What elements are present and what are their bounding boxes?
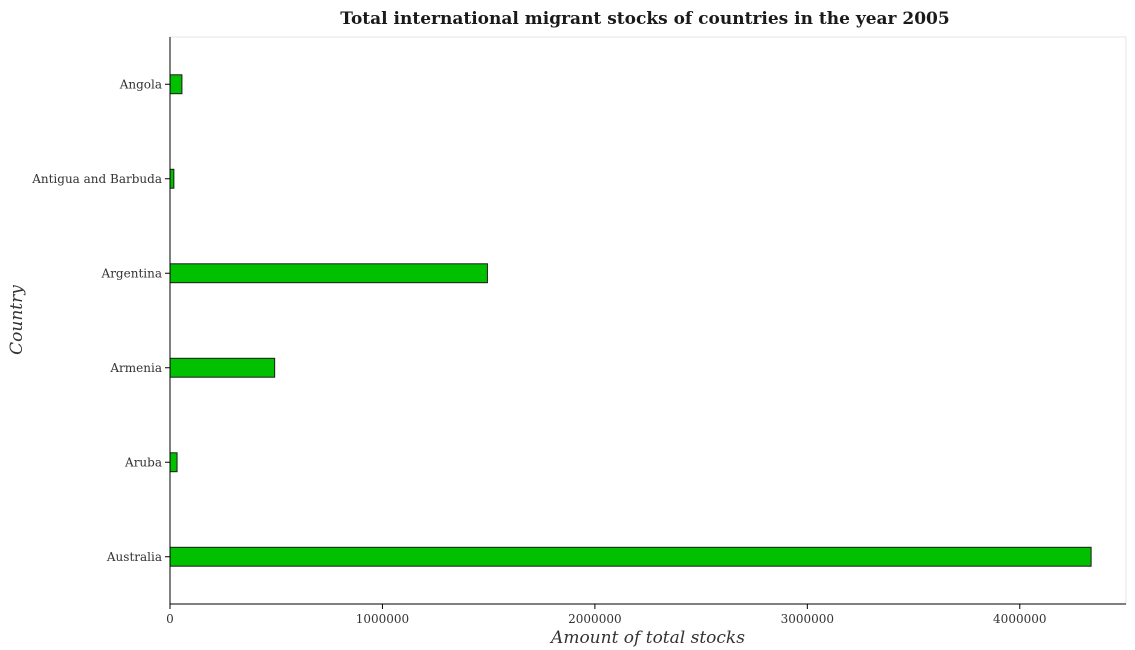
plot-frame <box>169 36 1127 605</box>
bar-armenia <box>169 357 276 378</box>
y-tick-label: Argentina <box>101 266 162 280</box>
y-tick-label: Aruba <box>124 455 162 469</box>
y-axis-ticks: Angola Antigua and Barbuda Argentina Armeni… <box>31 77 170 564</box>
x-tick-label: 3000000 <box>781 612 834 626</box>
bar-angola <box>169 74 183 95</box>
bars-group <box>169 74 1092 567</box>
x-tick-label: 0 <box>166 612 174 626</box>
x-axis-ticks: 0 1000000 2000000 3000000 4000000 <box>166 604 1047 626</box>
y-tick-label: Australia <box>106 550 162 564</box>
x-tick-label: 1000000 <box>356 612 409 626</box>
y-axis-label: Country <box>7 285 27 355</box>
bar-aruba <box>169 452 178 473</box>
y-tick-label: Angola <box>119 77 162 91</box>
chart-title: Total international migrant stocks of co… <box>340 9 949 29</box>
bar-antigua-and-barbuda <box>169 168 175 189</box>
bar-australia <box>169 546 1092 567</box>
x-tick-label: 4000000 <box>993 612 1046 626</box>
x-axis-label: Amount of total stocks <box>549 628 745 648</box>
y-tick-label: Antigua and Barbuda <box>31 172 162 186</box>
y-tick-label: Armenia <box>109 361 162 375</box>
x-tick-label: 2000000 <box>568 612 621 626</box>
bar-argentina <box>169 263 488 284</box>
